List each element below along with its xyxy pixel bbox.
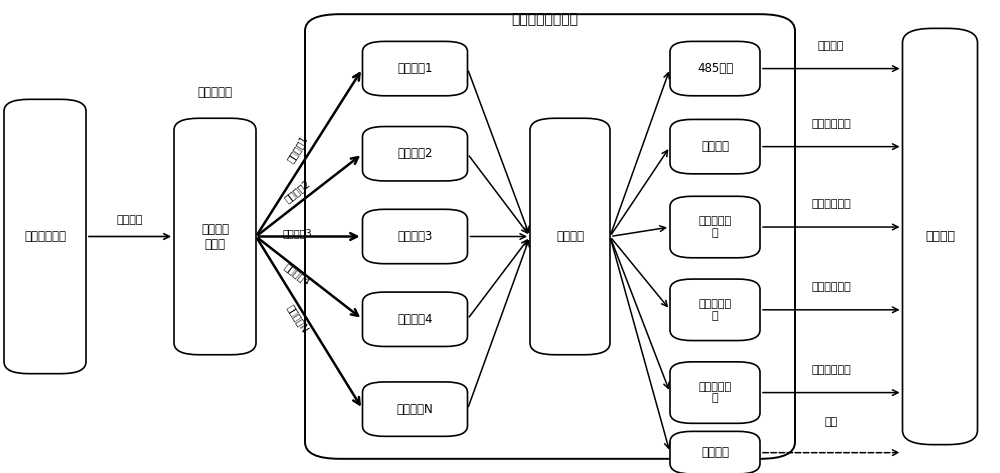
FancyBboxPatch shape xyxy=(530,118,610,355)
FancyBboxPatch shape xyxy=(670,120,760,174)
Text: 蓝牙信道4: 蓝牙信道4 xyxy=(282,261,312,287)
Text: 谐波脉冲信号: 谐波脉冲信号 xyxy=(811,365,851,375)
FancyBboxPatch shape xyxy=(362,382,467,436)
Text: 485接口: 485接口 xyxy=(697,62,733,75)
Text: 蓝牙信道N: 蓝牙信道N xyxy=(285,303,310,335)
Text: 蓝牙模块2: 蓝牙模块2 xyxy=(397,147,433,160)
Text: 蓝牙模块N: 蓝牙模块N xyxy=(397,403,433,416)
Text: 谐波脉冲接
口: 谐波脉冲接 口 xyxy=(698,382,732,403)
Text: 电能表蓝
牙模块: 电能表蓝 牙模块 xyxy=(201,222,229,251)
FancyBboxPatch shape xyxy=(362,126,467,181)
Text: 蓝牙信道2: 蓝牙信道2 xyxy=(282,178,312,204)
Text: 无功脉冲接
口: 无功脉冲接 口 xyxy=(698,299,732,321)
Text: 有功脉冲信号: 有功脉冲信号 xyxy=(811,199,851,209)
Text: 脉冲发送端: 脉冲发送端 xyxy=(198,87,232,99)
Text: 管理模块: 管理模块 xyxy=(556,230,584,243)
FancyBboxPatch shape xyxy=(670,196,760,258)
FancyBboxPatch shape xyxy=(670,362,760,423)
FancyBboxPatch shape xyxy=(902,28,977,445)
Text: 校表台体: 校表台体 xyxy=(925,230,955,243)
Text: 蓝牙脉冲接收装置: 蓝牙脉冲接收装置 xyxy=(512,12,578,26)
Text: 待检定电能表: 待检定电能表 xyxy=(24,230,66,243)
Text: 脉冲信号: 脉冲信号 xyxy=(117,215,143,225)
Text: 无功脉冲信号: 无功脉冲信号 xyxy=(811,282,851,292)
FancyBboxPatch shape xyxy=(670,279,760,341)
Text: 蓝牙模块4: 蓝牙模块4 xyxy=(397,313,433,326)
Text: 蓝牙信道3: 蓝牙信道3 xyxy=(282,228,312,238)
FancyBboxPatch shape xyxy=(362,209,467,264)
Text: 时钟接口: 时钟接口 xyxy=(701,140,729,153)
FancyBboxPatch shape xyxy=(670,42,760,96)
FancyBboxPatch shape xyxy=(362,292,467,346)
Text: 有功脉冲接
口: 有功脉冲接 口 xyxy=(698,216,732,238)
FancyBboxPatch shape xyxy=(4,99,86,374)
Text: 电源: 电源 xyxy=(825,417,838,427)
FancyBboxPatch shape xyxy=(362,42,467,96)
Text: 蓝牙模块3: 蓝牙模块3 xyxy=(397,230,433,243)
FancyBboxPatch shape xyxy=(670,431,760,473)
Text: 电源接口: 电源接口 xyxy=(701,446,729,459)
Text: 时钟脉冲信号: 时钟脉冲信号 xyxy=(811,119,851,129)
Text: 蓝牙信道1: 蓝牙信道1 xyxy=(285,133,309,164)
Text: 蓝牙模块1: 蓝牙模块1 xyxy=(397,62,433,75)
Text: 通讯信息: 通讯信息 xyxy=(818,41,844,51)
FancyBboxPatch shape xyxy=(174,118,256,355)
